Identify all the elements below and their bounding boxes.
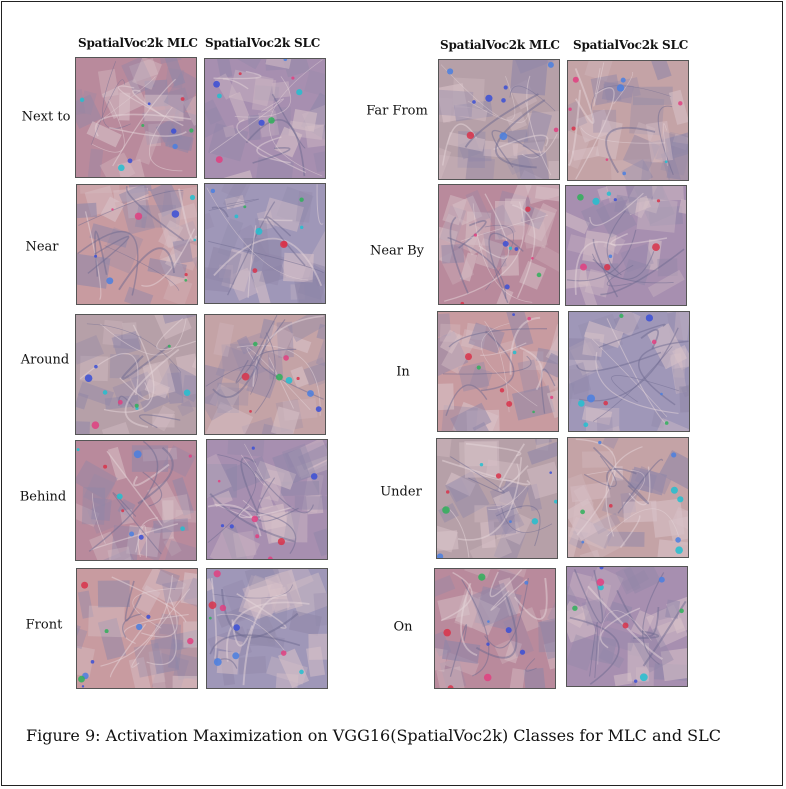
activation-image — [568, 311, 690, 432]
header-right-slc: SpatialVoc2k SLC — [573, 38, 689, 52]
activation-image — [437, 311, 559, 432]
row-label-right: Far From — [366, 103, 428, 119]
row-label-left: Around — [20, 352, 70, 368]
row-label-right: Under — [380, 484, 422, 500]
header-left-slc: SpatialVoc2k SLC — [205, 36, 321, 50]
activation-image — [566, 566, 688, 687]
row-label-left: Next to — [21, 109, 71, 125]
activation-image — [76, 568, 198, 689]
activation-image — [75, 440, 197, 561]
row-label-left: Front — [25, 617, 63, 633]
activation-image — [565, 185, 687, 306]
activation-image — [204, 183, 326, 304]
row-label-right: In — [396, 364, 410, 380]
row-label-right: Near By — [369, 243, 425, 259]
row-label-left: Near — [25, 239, 59, 255]
activation-image — [434, 568, 556, 689]
row-label-right: On — [393, 619, 413, 635]
row-label-left: Behind — [19, 489, 67, 505]
activation-image — [75, 314, 197, 435]
activation-image — [206, 439, 328, 560]
figure-caption: Figure 9: Activation Maximization on VGG… — [26, 726, 722, 745]
activation-image — [438, 59, 560, 180]
activation-image — [76, 184, 198, 305]
activation-image — [204, 314, 326, 435]
activation-image — [204, 58, 326, 179]
activation-image — [438, 184, 560, 305]
activation-image — [567, 437, 689, 558]
activation-image — [436, 438, 558, 559]
activation-image — [75, 57, 197, 178]
activation-image — [206, 568, 328, 689]
activation-image — [567, 60, 689, 181]
header-left-mlc: SpatialVoc2k MLC — [78, 36, 198, 50]
header-right-mlc: SpatialVoc2k MLC — [440, 38, 560, 52]
